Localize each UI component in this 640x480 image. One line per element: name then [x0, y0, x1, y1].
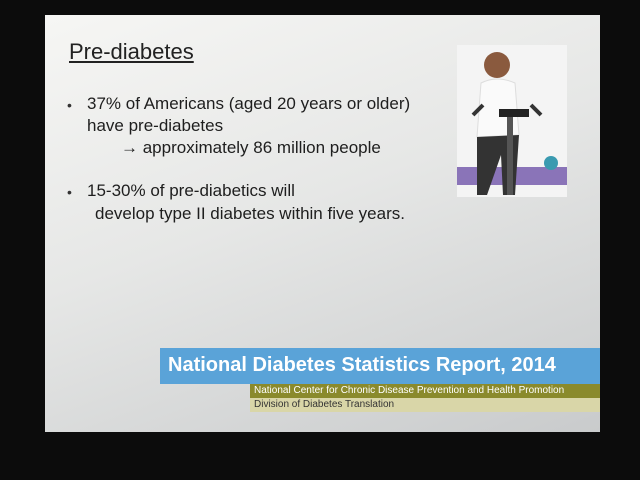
bike-console — [499, 109, 529, 117]
ball — [544, 156, 558, 170]
bullet-line: 15-30% of pre-diabetics will — [87, 181, 295, 200]
slide: Pre-diabetes • 37% of Americans (aged 20… — [45, 15, 600, 432]
banner-strip: Division of Diabetes Translation — [250, 398, 600, 412]
exercise-photo — [457, 45, 567, 197]
banner-title: National Diabetes Statistics Report, 201… — [168, 354, 556, 376]
bike-post — [507, 113, 513, 195]
banner-strip: National Center for Chronic Disease Prev… — [250, 384, 600, 398]
bullet-line: develop type II diabetes within five yea… — [95, 204, 405, 223]
bullet-line: 37% of Americans (aged 20 years or older… — [87, 94, 411, 113]
bullet-dot: • — [67, 184, 72, 200]
head — [484, 52, 510, 78]
report-banner: National Diabetes Statistics Report, 201… — [160, 348, 600, 384]
banner-line: National Center for Chronic Disease Prev… — [254, 385, 565, 396]
bullet-line: have pre-diabetes — [87, 116, 224, 135]
slide-title: Pre-diabetes — [69, 39, 194, 64]
banner-line: Division of Diabetes Translation — [254, 399, 395, 410]
sub-bullet: → approximately 86 million people — [121, 138, 381, 157]
bullet-dot: • — [67, 97, 72, 113]
handles — [471, 103, 543, 117]
